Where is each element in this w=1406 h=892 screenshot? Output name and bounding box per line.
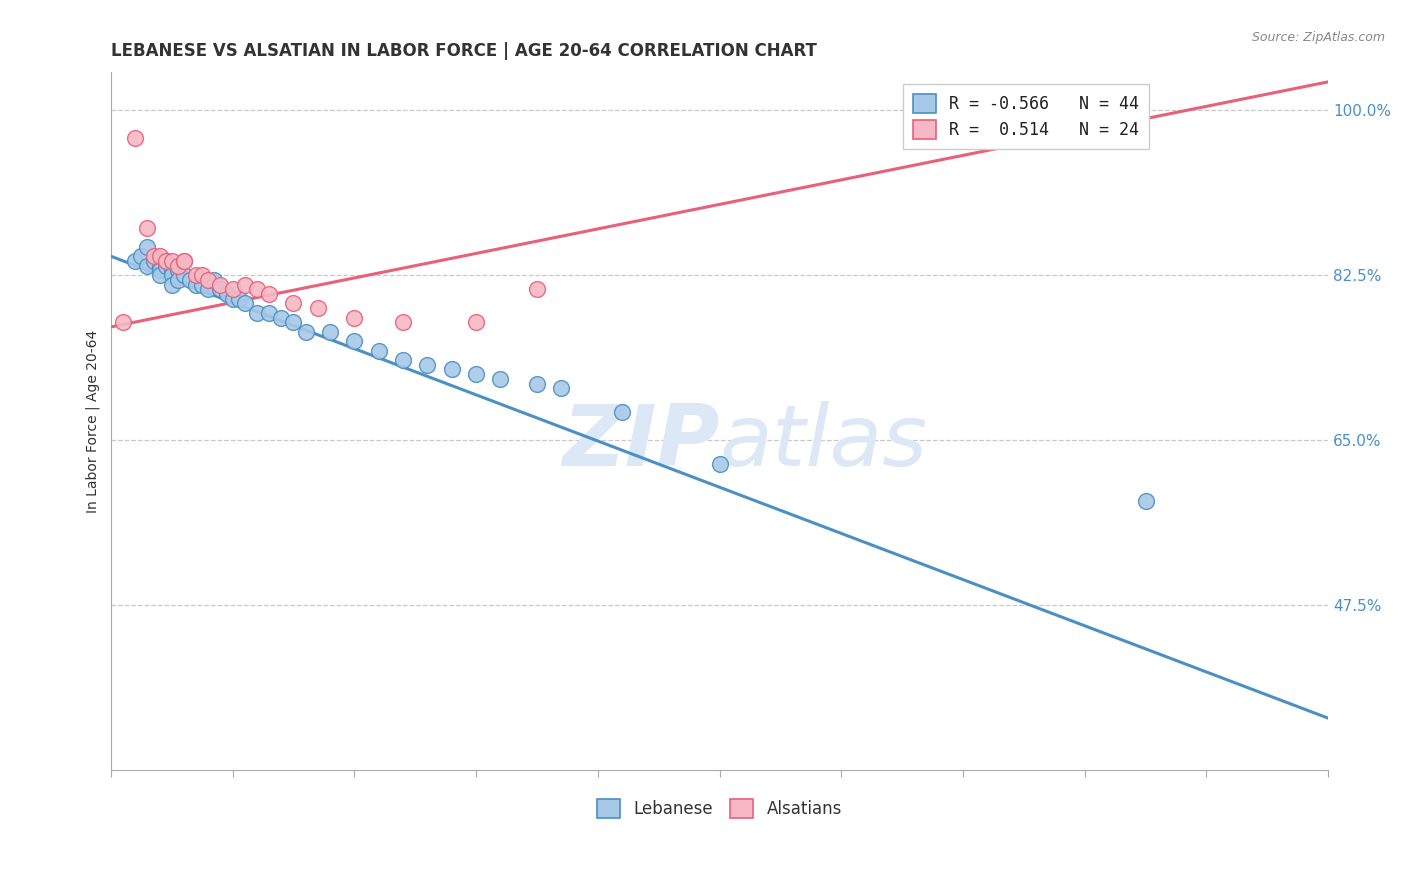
Point	[155, 259, 177, 273]
Point	[221, 292, 243, 306]
Point	[160, 263, 183, 277]
Point	[319, 325, 342, 339]
Point	[610, 405, 633, 419]
Point	[246, 306, 269, 320]
Point	[149, 263, 172, 277]
Point	[149, 259, 172, 273]
Legend: Lebanese, Alsatians: Lebanese, Alsatians	[591, 792, 849, 824]
Point	[550, 381, 572, 395]
Point	[283, 315, 305, 329]
Point	[136, 259, 159, 273]
Point	[465, 367, 488, 381]
Text: Source: ZipAtlas.com: Source: ZipAtlas.com	[1251, 31, 1385, 45]
Point	[112, 315, 135, 329]
Point	[343, 310, 366, 325]
Point	[257, 306, 280, 320]
Point	[440, 362, 463, 376]
Point	[257, 287, 280, 301]
Point	[233, 296, 256, 310]
Point	[209, 282, 232, 296]
Point	[465, 315, 488, 329]
Point	[160, 277, 183, 292]
Point	[142, 254, 165, 268]
Point	[155, 254, 177, 268]
Point	[709, 457, 731, 471]
Text: LEBANESE VS ALSATIAN IN LABOR FORCE | AGE 20-64 CORRELATION CHART: LEBANESE VS ALSATIAN IN LABOR FORCE | AG…	[111, 42, 817, 60]
Point	[155, 254, 177, 268]
Point	[209, 277, 232, 292]
Point	[392, 315, 415, 329]
Point	[246, 282, 269, 296]
Point	[136, 221, 159, 235]
Point	[124, 131, 146, 145]
Point	[197, 273, 219, 287]
Point	[160, 268, 183, 282]
Point	[166, 273, 188, 287]
Point	[1135, 494, 1157, 508]
Point	[184, 268, 207, 282]
Point	[142, 249, 165, 263]
Point	[191, 277, 214, 292]
Point	[228, 292, 250, 306]
Point	[283, 296, 305, 310]
Point	[197, 282, 219, 296]
Point	[343, 334, 366, 348]
Point	[215, 287, 238, 301]
Point	[179, 273, 201, 287]
Point	[173, 254, 195, 268]
Point	[392, 353, 415, 368]
Point	[173, 254, 195, 268]
Point	[526, 282, 548, 296]
Point	[221, 282, 243, 296]
Text: ZIP: ZIP	[562, 401, 720, 483]
Point	[307, 301, 329, 315]
Y-axis label: In Labor Force | Age 20-64: In Labor Force | Age 20-64	[86, 329, 100, 513]
Point	[202, 273, 225, 287]
Point	[166, 263, 188, 277]
Point	[526, 376, 548, 391]
Point	[136, 240, 159, 254]
Point	[160, 254, 183, 268]
Point	[173, 268, 195, 282]
Point	[270, 310, 292, 325]
Point	[191, 268, 214, 282]
Point	[149, 268, 172, 282]
Point	[367, 343, 389, 358]
Point	[124, 254, 146, 268]
Point	[131, 249, 153, 263]
Point	[294, 325, 316, 339]
Point	[149, 249, 172, 263]
Point	[166, 259, 188, 273]
Point	[416, 358, 439, 372]
Text: atlas: atlas	[720, 401, 928, 483]
Point	[184, 277, 207, 292]
Point	[489, 372, 512, 386]
Point	[233, 277, 256, 292]
